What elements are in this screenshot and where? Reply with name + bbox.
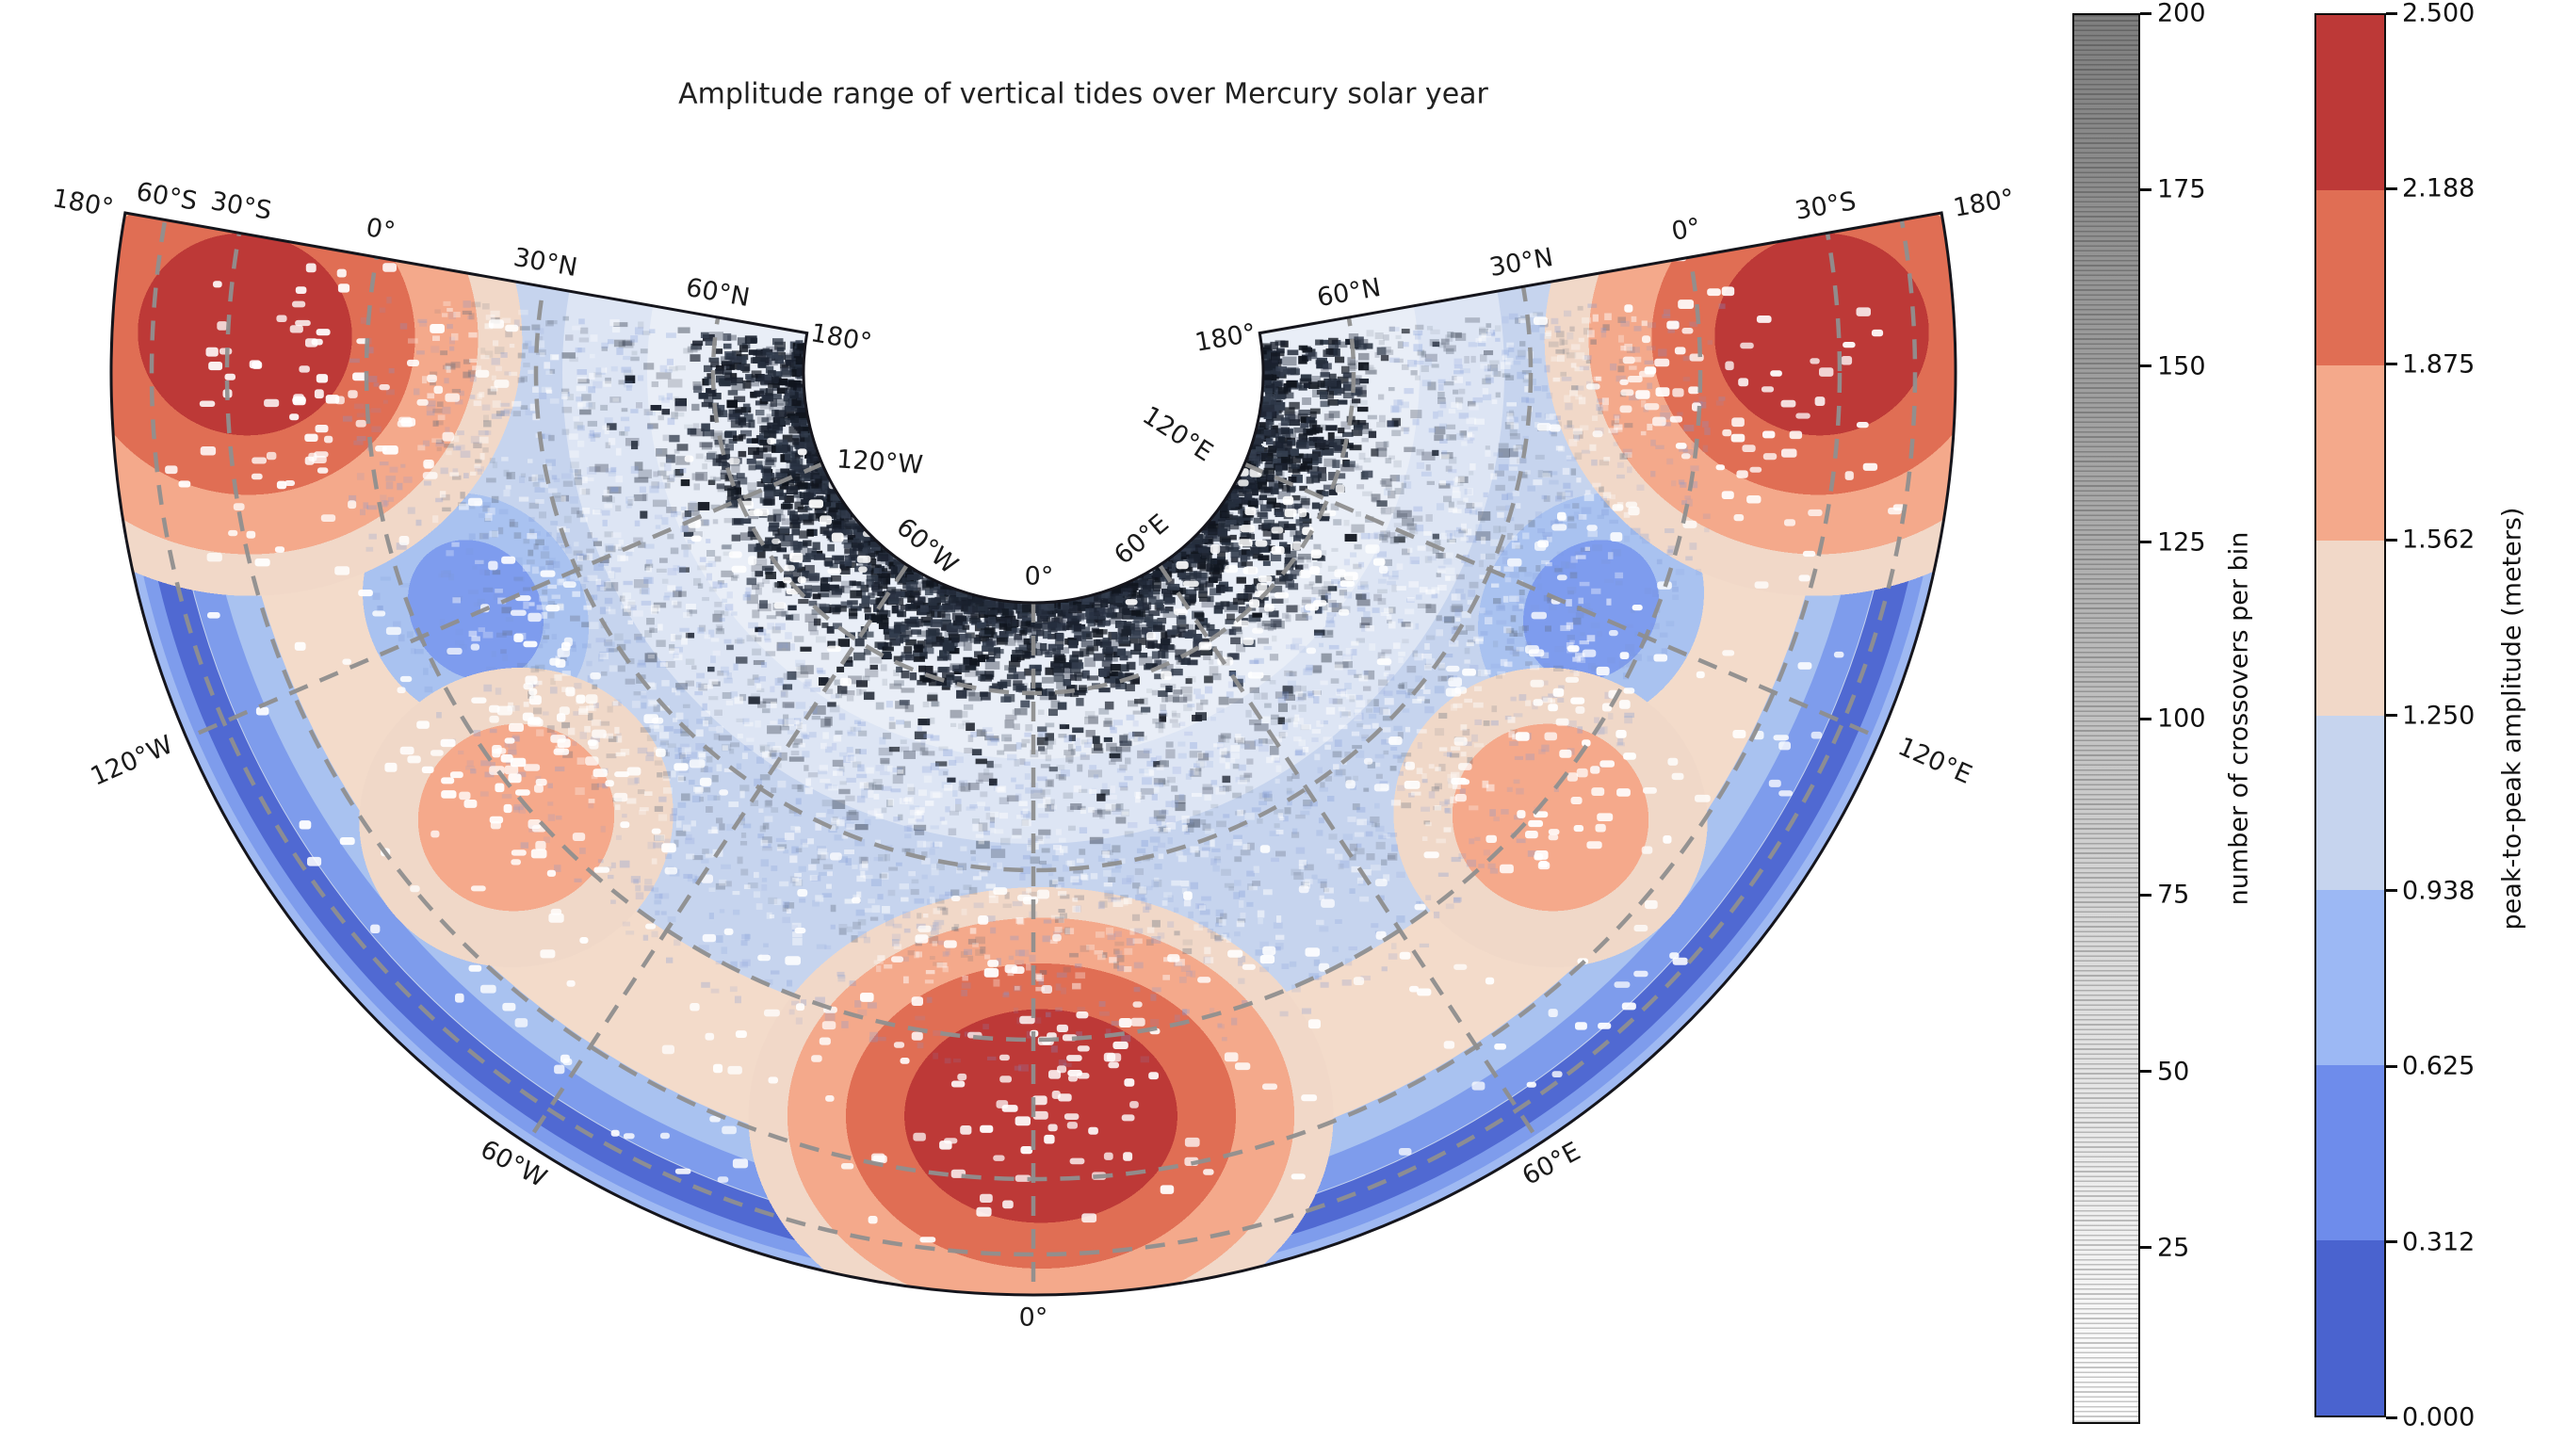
latitude-gridline <box>364 213 1703 1043</box>
colorbar-tick-label: 0.312 <box>2402 1227 2476 1257</box>
colorbar-tick-label: 25 <box>2157 1233 2190 1263</box>
colorbar-crossovers-label: number of crossovers per bin <box>2224 531 2254 906</box>
crossovers-colorbar-bar <box>2072 13 2140 1424</box>
colorbar-tick-label: 2.188 <box>2402 173 2476 203</box>
colorbar-tick-label: 175 <box>2157 174 2206 204</box>
colorbar-tick <box>2386 889 2397 893</box>
colorbar-amplitude-label: peak-to-peak amplitude (meters) <box>2497 507 2527 930</box>
lon-tick-inner-label: 120°W <box>836 445 924 480</box>
colorbar-tick <box>2140 11 2151 15</box>
amplitude-color-segment <box>2316 1065 2384 1241</box>
crossovers-gradient <box>2074 15 2138 1422</box>
colorbar-tick <box>2386 1416 2397 1419</box>
colorbar-tick <box>2386 11 2397 15</box>
lat-tick-left-label: 0° <box>364 213 398 247</box>
colorbar-tick <box>2386 363 2397 366</box>
lat-tick-right-label: 0° <box>1669 213 1703 247</box>
colorbar-tick-label: 0.625 <box>2402 1051 2476 1081</box>
longitude-gridline <box>525 563 909 1145</box>
colorbar-tick <box>2140 364 2151 367</box>
colorbar-tick <box>2386 186 2397 190</box>
colorbar-tick <box>2386 538 2397 542</box>
amplitude-maximum-blob <box>110 213 560 632</box>
colorbar-tick-label: 1.562 <box>2402 525 2476 555</box>
colorbar-tick-label: 2.500 <box>2402 0 2476 28</box>
colorbar-tick <box>2386 1240 2397 1244</box>
amplitude-color-segment <box>2316 15 2384 190</box>
colorbar-tick <box>2386 1064 2397 1068</box>
longitude-gridline <box>1243 461 1881 740</box>
amplitude-color-segment <box>2316 890 2384 1066</box>
colorbar-tick-label: 150 <box>2157 351 2206 380</box>
lon-tick-inner-label: 0° <box>1024 561 1054 591</box>
amplitude-color-segment <box>2316 540 2384 716</box>
colorbar-tick <box>2140 893 2151 897</box>
amplitude-color-segment <box>2316 715 2384 891</box>
colorbar-tick-label: 1.250 <box>2402 701 2476 730</box>
amplitude-color-segment <box>2316 189 2384 365</box>
chart-title: Amplitude range of vertical tides over M… <box>678 77 1488 111</box>
amplitude-colorbar-bar <box>2314 13 2386 1417</box>
lon-tick-rim-label: 0° <box>1018 1302 1048 1333</box>
colorbar-tick <box>2140 541 2151 544</box>
colorbar-tick-label: 200 <box>2157 0 2206 28</box>
colorbar-tick-label: 50 <box>2157 1057 2190 1086</box>
colorbar-tick-label: 0.938 <box>2402 876 2476 906</box>
colorbar-tick-label: 100 <box>2157 704 2206 734</box>
amplitude-color-segment <box>2316 364 2384 541</box>
colorbar-tick-label: 1.875 <box>2402 349 2476 380</box>
latitude-gridline <box>149 213 1918 1257</box>
colorbar-tick-label: 75 <box>2157 880 2190 910</box>
longitude-gridline <box>1158 563 1542 1145</box>
amplitude-color-segment <box>2316 1240 2384 1416</box>
colorbar-tick <box>2140 187 2151 191</box>
colorbar-tick <box>2386 714 2397 717</box>
map-outline <box>109 211 1957 1297</box>
colorbar-tick <box>2140 1070 2151 1073</box>
colorbar-tick-label: 125 <box>2157 527 2206 558</box>
colorbar-tick <box>2140 717 2151 720</box>
colorbar-tick <box>2140 1246 2151 1250</box>
longitude-gridline <box>186 461 823 740</box>
latitude-gridline <box>533 213 1534 873</box>
colorbar-tick-label: 0.000 <box>2402 1402 2476 1432</box>
amplitude-maximum-blob <box>1506 213 1956 632</box>
latitude-gridline <box>710 213 1356 696</box>
